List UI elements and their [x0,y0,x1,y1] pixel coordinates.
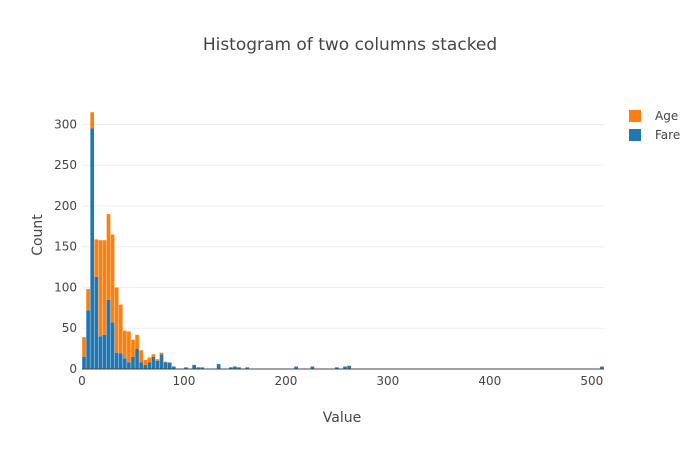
bars [82,112,604,369]
legend[interactable]: Age Fare [629,109,680,142]
bar-fare [114,352,119,369]
bar-fare [343,366,347,369]
bar-age [98,240,103,337]
bar-fare [233,366,237,369]
bar-age [122,330,127,359]
y-tick-label: 100 [54,280,77,294]
bar-age [155,359,160,361]
bar-fare [127,362,131,369]
bar-fare [216,364,221,369]
bar-age [163,361,168,363]
bar-fare [294,366,298,369]
x-tick-label: 300 [376,374,399,388]
bar-fare [147,362,152,369]
bar-fare [171,366,176,369]
bar-age [94,239,99,277]
y-tick-label: 200 [54,199,77,213]
bar-fare [245,367,250,369]
bar-age [102,240,107,335]
legend-item-age[interactable]: Age [629,109,678,123]
bar-fare [229,367,233,369]
bar-age [114,287,119,353]
y-tick-label: 50 [62,321,77,335]
bar-fare [98,336,103,369]
bar-age [90,112,95,129]
legend-swatch [629,129,641,141]
bar-age [82,337,86,357]
x-tick-label: 200 [274,374,297,388]
bar-fare [86,310,90,369]
y-tick-label: 250 [54,158,77,172]
bar-fare [110,322,115,369]
x-tick-label: 500 [580,374,603,388]
bar-fare [131,356,135,369]
bar-age [110,234,115,323]
bar-fare [90,128,95,369]
bar-fare [155,360,160,369]
x-tick-label: 400 [478,374,501,388]
chart-title: Histogram of two columns stacked [203,35,497,55]
bar-fare [167,362,172,369]
x-tick-label: 0 [78,374,86,388]
legend-item-fare[interactable]: Fare [629,128,680,142]
y-tick-label: 150 [54,240,77,254]
bar-fare [82,356,86,369]
bar-fare [347,365,351,369]
legend-label: Fare [655,128,680,142]
bar-fare [94,276,99,369]
bar-age [151,354,156,357]
y-tick-label: 0 [69,362,77,376]
bar-fare [310,366,315,369]
bar-age [131,339,135,357]
bar-fare [184,367,188,369]
y-axis-title: Count [30,214,46,256]
x-tick-label: 100 [173,374,196,388]
bar-fare [122,358,127,369]
bar-age [127,331,131,363]
bar-age [139,350,143,363]
legend-swatch [629,110,641,122]
bar-fare [139,362,143,369]
bar-age [86,289,90,311]
bar-fare [151,356,156,369]
grid-lines [82,123,604,329]
axes: 0 50 100 150 200 250 300 0 100 200 300 400 500 [54,117,604,388]
bar-fare [159,354,164,369]
bar-fare [237,367,241,369]
bar-age [147,357,152,363]
bar-age [135,334,139,349]
bar-fare [163,362,168,369]
y-tick-label: 300 [54,117,77,131]
bar-age [159,352,164,355]
bar-fare [600,366,604,369]
bar-fare [118,353,123,369]
bar-fare [102,334,107,369]
bar-fare [196,367,201,369]
bar-fare [135,348,139,369]
bar-age [118,304,123,354]
bar-age [143,360,148,365]
bar-fare [106,299,111,369]
x-axis-title: Value [323,410,361,426]
bar-age [106,214,111,300]
bar-fare [200,367,205,369]
legend-label: Age [655,109,678,123]
bar-fare [335,367,339,369]
bar-fare [143,364,148,369]
bar-fare [192,364,196,369]
